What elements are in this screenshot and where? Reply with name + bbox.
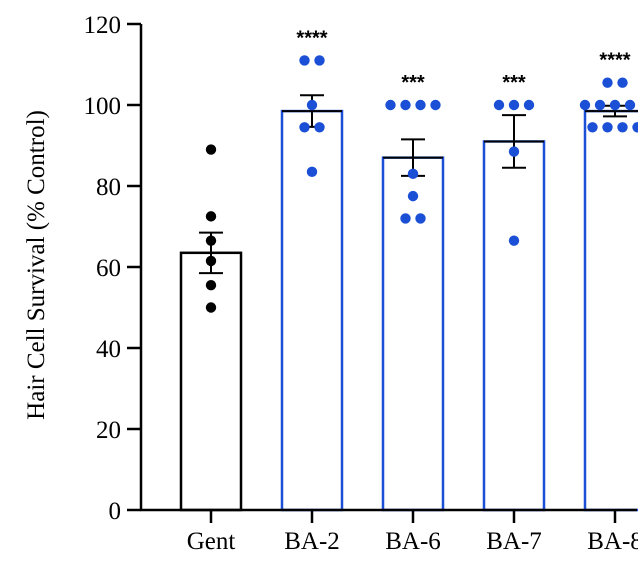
x-axis: Gent BA-2 BA-6 BA-7 BA-8 xyxy=(140,508,638,555)
data-point xyxy=(205,280,217,291)
y-tick-label: 80 xyxy=(96,174,121,201)
data-point xyxy=(624,99,636,111)
bars: ******* ******* xyxy=(179,27,638,512)
data-point xyxy=(415,213,426,224)
data-point xyxy=(385,99,396,111)
y-tick-label: 60 xyxy=(96,255,121,282)
data-point xyxy=(523,99,535,111)
y-tick-label: 20 xyxy=(96,417,121,444)
data-point xyxy=(306,99,318,111)
bar-ba-7 xyxy=(482,140,546,512)
data-point xyxy=(205,235,217,246)
data-point xyxy=(205,302,217,313)
significance-label: *** xyxy=(502,72,526,94)
data-point xyxy=(430,99,441,111)
data-point xyxy=(407,190,419,202)
x-tick-label: BA-6 xyxy=(385,528,441,555)
bar-ba-8 xyxy=(583,109,638,512)
data-point xyxy=(579,99,591,111)
data-point xyxy=(617,122,628,133)
bar-gent xyxy=(179,251,243,512)
data-point xyxy=(602,122,613,133)
data-point xyxy=(587,122,598,133)
x-tick-label: BA-2 xyxy=(284,528,340,555)
data-point xyxy=(508,99,520,111)
data-point xyxy=(299,55,310,66)
data-point xyxy=(617,77,628,88)
bar-ba-6 xyxy=(381,156,445,512)
data-point xyxy=(609,99,621,111)
data-point xyxy=(493,99,505,111)
y-axis: 0 20 40 60 80 100 120 xyxy=(84,12,143,525)
y-tick-label: 40 xyxy=(96,336,121,363)
data-point xyxy=(205,211,217,222)
data-point xyxy=(632,122,638,133)
data-point xyxy=(205,255,217,267)
significance-label: *** xyxy=(401,72,425,94)
data-point xyxy=(306,166,318,178)
significance-label: **** xyxy=(296,27,327,49)
data-point xyxy=(407,168,419,180)
data-point xyxy=(508,146,520,157)
bar-ba-2 xyxy=(280,109,344,512)
data-point xyxy=(594,99,606,111)
data-point xyxy=(299,122,310,133)
y-tick-label: 100 xyxy=(84,93,122,120)
data-point xyxy=(415,99,426,111)
x-tick-label: BA-7 xyxy=(486,528,542,555)
data-point xyxy=(602,77,613,88)
data-point xyxy=(508,235,520,246)
x-tick-label: Gent xyxy=(187,528,236,555)
x-tick-label: BA-8 xyxy=(587,528,638,555)
significance-label: **** xyxy=(599,50,630,72)
data-point xyxy=(314,55,325,66)
y-axis-title: Hair Cell Survival (% Control) xyxy=(23,110,50,420)
y-tick-label: 0 xyxy=(109,498,122,525)
data-point xyxy=(400,99,411,111)
data-point xyxy=(400,213,411,224)
data-point xyxy=(314,122,325,133)
data-point xyxy=(205,144,217,155)
y-tick-label: 120 xyxy=(84,12,122,39)
